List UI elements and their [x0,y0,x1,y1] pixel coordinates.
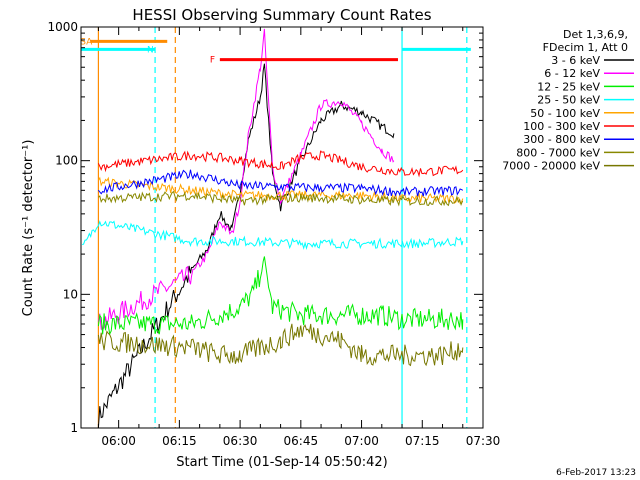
x-axis-label: Start Time (01-Sep-14 05:50:42) [176,455,387,470]
chart-title: HESSI Observing Summary Count Rates [132,6,431,24]
series-line-8 [97,323,464,367]
annotation-label-1: N [147,45,154,55]
legend-header-1: FDecim 1, Att 0 [543,41,628,54]
legend-label-3: 25 - 50 keV [537,94,600,107]
series-line-4 [97,176,464,205]
x-tick-label-2: 06:30 [223,434,258,448]
annotation-label-0: SA [80,37,93,47]
x-tick-label-0: 06:00 [101,434,136,448]
legend-label-0: 3 - 6 keV [551,54,600,67]
x-tick-label-4: 07:00 [344,434,379,448]
y-tick-label-1: 10 [63,287,78,301]
y-axis-label: Count Rate (s⁻¹ detector⁻¹) [21,140,36,317]
x-tick-label-3: 06:45 [284,434,319,448]
legend-label-6: 300 - 800 keV [523,133,600,146]
footer-timestamp: 6-Feb-2017 13:23 [556,468,636,478]
legend-label-4: 50 - 100 keV [530,107,600,120]
y-tick-label-3: 1000 [47,20,78,34]
series-line-2 [97,256,464,336]
legend-label-2: 12 - 25 keV [537,80,600,93]
series-line-3 [82,220,464,251]
plot-frame [80,26,484,429]
series-line-6 [98,169,464,197]
annotation-label-2: F [210,56,215,66]
legend-label-5: 100 - 300 keV [523,120,600,133]
legend-header-0: Det 1,3,6,9, [563,28,628,41]
y-tick-label-0: 1 [70,421,78,435]
series-line-5 [97,150,464,178]
series-line-0 [97,63,395,428]
series-line-7 [98,190,464,207]
x-tick-label-1: 06:15 [162,434,197,448]
series-line-1 [97,28,395,331]
y-tick-label-2: 100 [55,154,78,168]
x-tick-label-6: 07:30 [466,434,501,448]
x-tick-label-5: 07:15 [405,434,440,448]
legend-label-1: 6 - 12 keV [544,67,600,80]
legend-label-7: 800 - 7000 keV [516,146,600,159]
legend-label-8: 7000 - 20000 keV [502,160,600,173]
